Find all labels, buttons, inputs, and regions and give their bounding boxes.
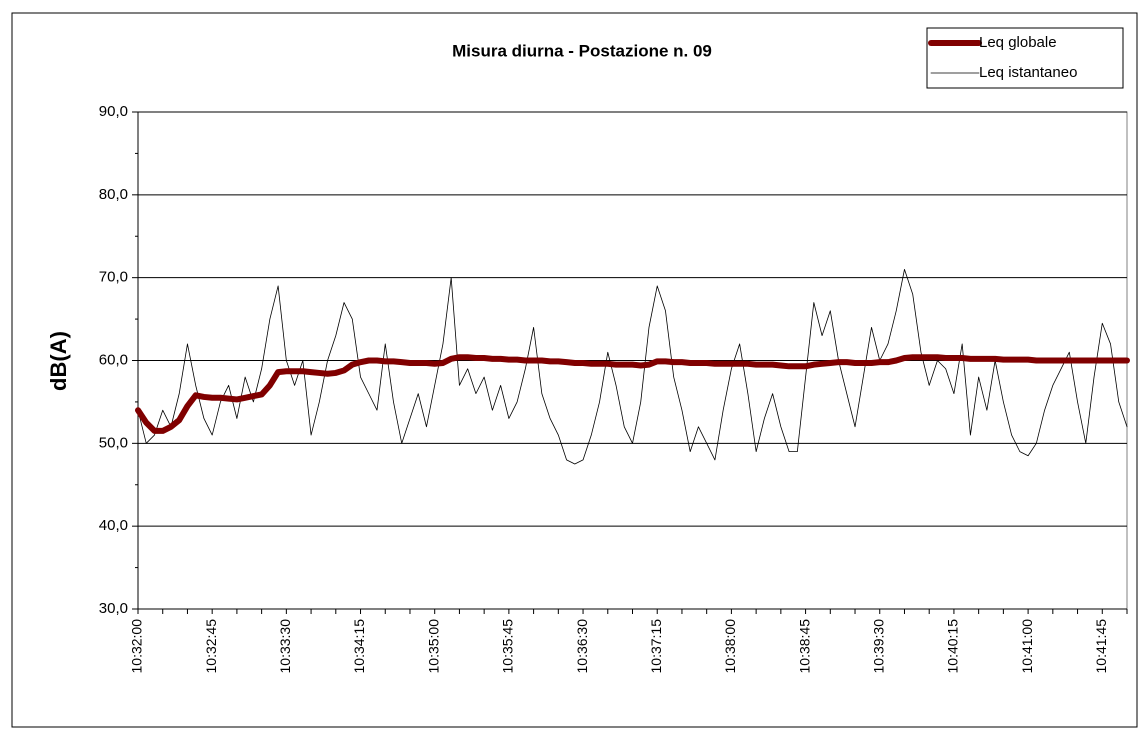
y-tick-label: 90,0: [99, 103, 128, 120]
x-tick-label: 10:41:45: [1093, 619, 1109, 674]
x-tick-label: 10:38:45: [796, 619, 812, 674]
x-tick-label: 10:37:15: [648, 619, 664, 674]
chart-title: Misura diurna - Postazione n. 09: [452, 41, 712, 60]
x-tick-label: 10:32:00: [129, 619, 145, 674]
y-tick-label: 80,0: [99, 186, 128, 203]
x-tick-label: 10:36:30: [574, 619, 590, 674]
y-tick-label: 70,0: [99, 269, 128, 286]
legend-label: Leq istantaneo: [979, 64, 1077, 81]
x-tick-label: 10:34:15: [351, 619, 367, 674]
x-tick-label: 10:39:30: [870, 619, 886, 674]
y-tick-label: 60,0: [99, 351, 128, 368]
legend-label: Leq globale: [979, 34, 1057, 51]
legend-box: [926, 27, 1124, 89]
series-line: [137, 268, 1128, 465]
y-tick-label: 30,0: [99, 600, 128, 617]
x-tick-label: 10:32:45: [203, 619, 219, 674]
series-line: [135, 354, 1130, 434]
x-tick-label: 10:38:00: [722, 619, 738, 674]
x-tick-label: 10:41:00: [1019, 619, 1035, 674]
y-axis-label: dB(A): [46, 331, 71, 391]
x-tick-label: 10:35:45: [500, 619, 516, 674]
y-tick-label: 40,0: [99, 517, 128, 534]
y-tick-label: 50,0: [99, 434, 128, 451]
x-tick-label: 10:35:00: [425, 619, 441, 674]
x-tick-label: 10:40:15: [945, 619, 961, 674]
x-tick-label: 10:33:30: [277, 619, 293, 674]
